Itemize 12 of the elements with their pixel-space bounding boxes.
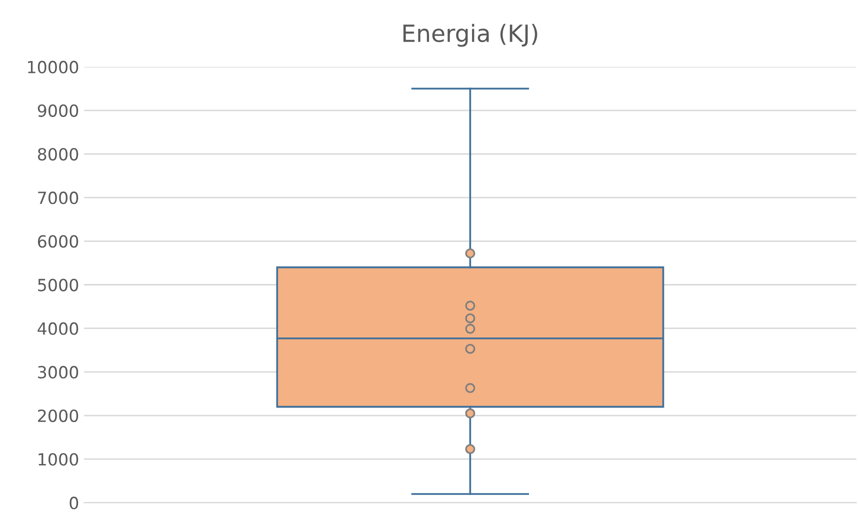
y-tick-label: 7000 bbox=[38, 192, 78, 204]
y-tick-label: 10000 bbox=[28, 60, 78, 74]
y-tick-label: 8000 bbox=[38, 148, 78, 161]
y-tick-label: 6000 bbox=[38, 235, 78, 248]
y-tick-label: 2000 bbox=[38, 409, 78, 422]
y-tick-label: 3000 bbox=[38, 366, 78, 378]
y-tick-label: 4000 bbox=[38, 322, 78, 335]
y-tick-label: 5000 bbox=[38, 278, 78, 292]
y-tick-label: 9000 bbox=[38, 104, 78, 117]
chart-title: Energia (KJ) bbox=[403, 24, 538, 47]
y-tick-label: 0 bbox=[70, 496, 78, 510]
y-tick-label: 1000 bbox=[38, 453, 78, 466]
